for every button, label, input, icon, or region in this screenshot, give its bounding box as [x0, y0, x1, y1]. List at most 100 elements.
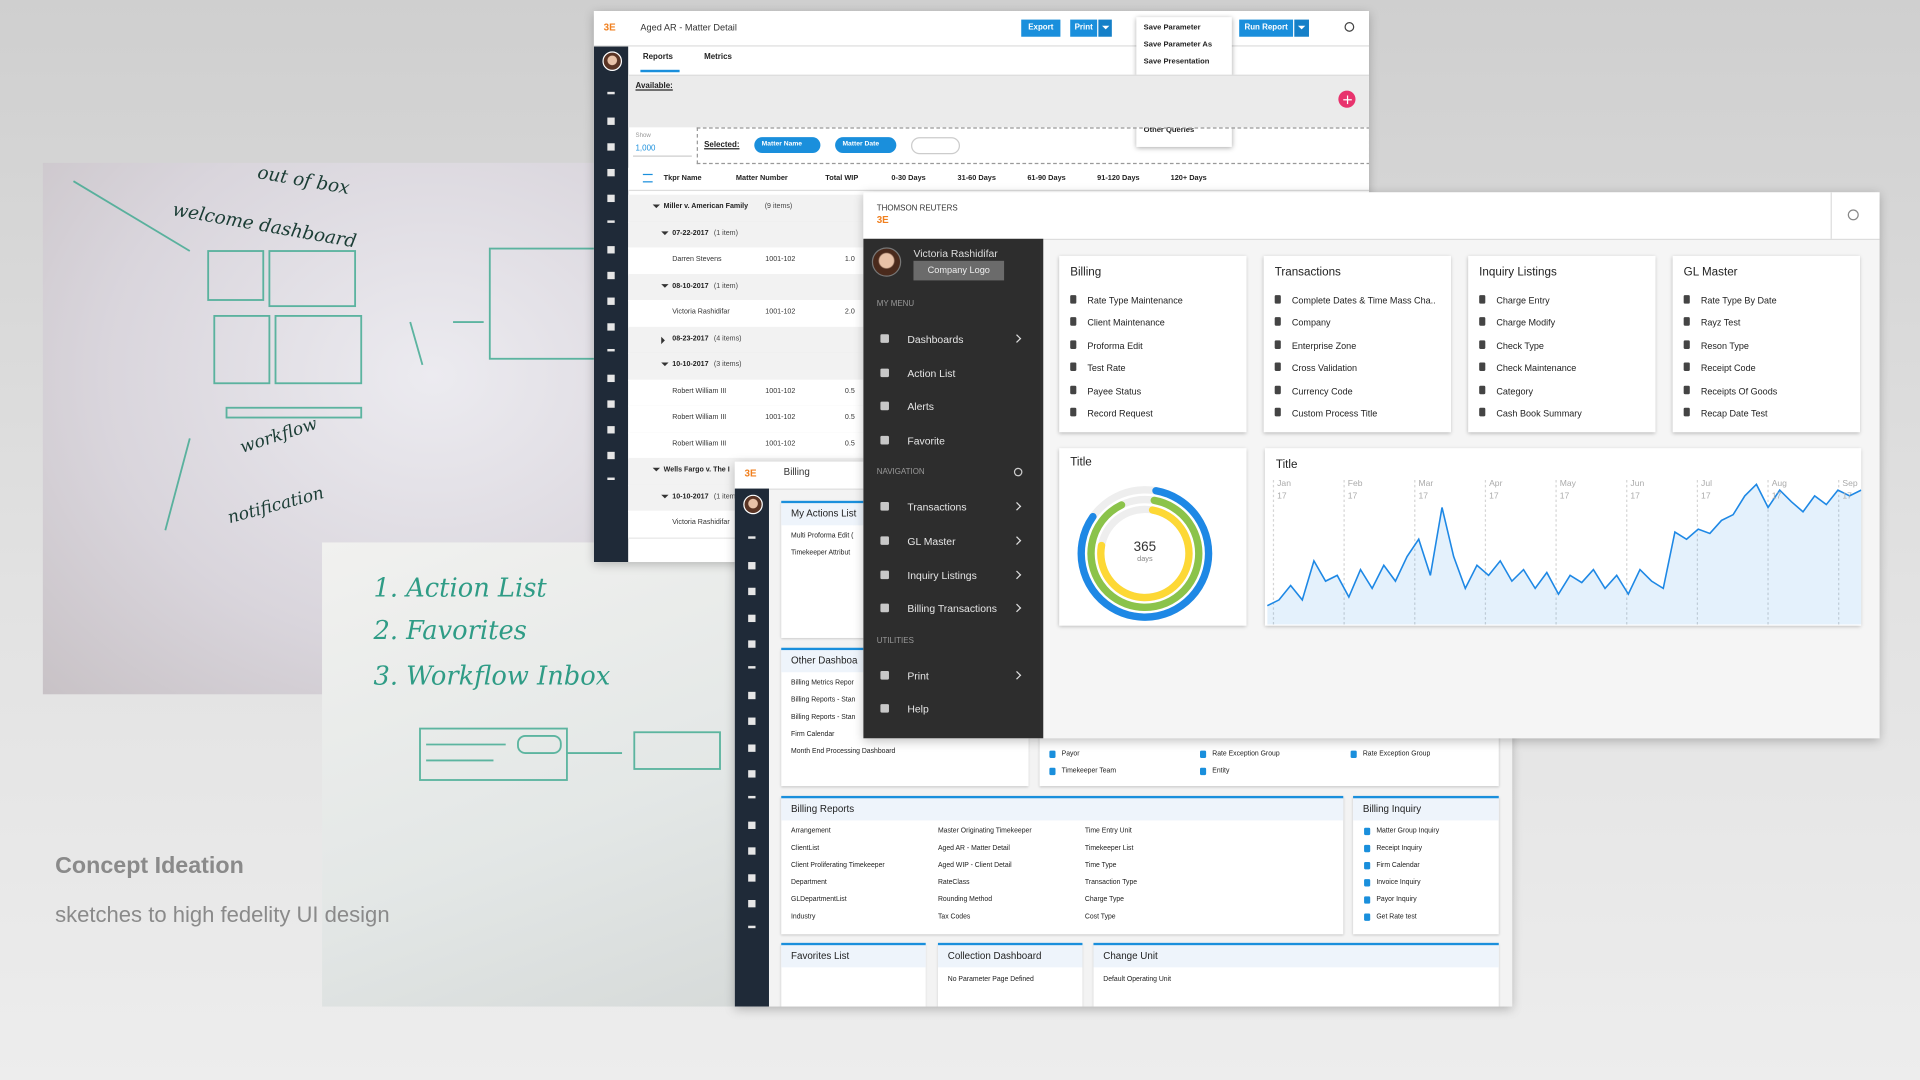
list-item[interactable]: Rate Exception Group — [1362, 750, 1431, 758]
list-item[interactable]: No Parameter Page Defined — [947, 975, 1034, 984]
card-item[interactable]: Company — [1291, 317, 1331, 329]
nav-icon[interactable] — [748, 899, 756, 908]
menu-item[interactable]: Transactions — [907, 501, 967, 514]
list-item[interactable]: Billing Reports - Stan — [791, 713, 856, 722]
list-item[interactable]: Department — [791, 879, 827, 887]
nav-icon[interactable] — [607, 477, 615, 480]
nav-icon[interactable] — [607, 246, 615, 254]
nav-icon[interactable] — [607, 400, 615, 408]
menu-item[interactable]: Alerts — [907, 400, 934, 413]
list-item[interactable]: Firm Calendar — [791, 731, 835, 739]
empty-chip[interactable] — [911, 137, 961, 155]
list-item[interactable]: Rounding Method — [937, 896, 993, 904]
card-item[interactable]: Payee Status — [1087, 385, 1142, 397]
card-item[interactable]: Complete Dates & Time Mass Cha.. — [1291, 295, 1436, 307]
menu-item[interactable]: Favorite — [907, 434, 945, 447]
search-icon[interactable] — [1847, 209, 1859, 221]
card-item[interactable]: Recap Date Test — [1700, 407, 1768, 419]
card-item[interactable]: Receipts Of Goods — [1700, 385, 1778, 397]
list-item[interactable]: Payor — [1061, 750, 1080, 758]
list-item[interactable]: Transaction Type — [1084, 879, 1138, 887]
list-item[interactable]: Matter Group Inquiry — [1376, 827, 1440, 836]
list-item[interactable]: Charge Type — [1084, 896, 1125, 904]
list-item[interactable]: Client Proliferating Timekeeper — [791, 862, 885, 870]
list-item[interactable]: Cost Type — [1084, 913, 1116, 921]
card-item[interactable]: Currency Code — [1291, 385, 1353, 397]
nav-icon[interactable] — [607, 297, 615, 305]
tab[interactable]: Reports — [642, 52, 673, 62]
menu-item[interactable]: Inquiry Listings — [907, 568, 977, 582]
card-item[interactable]: Rate Type By Date — [1700, 295, 1777, 307]
list-item[interactable]: Month End Processing Dashboard — [791, 748, 896, 756]
menu-item[interactable]: GL Master — [907, 535, 956, 548]
list-item[interactable]: Timekeeper Team — [1061, 767, 1117, 776]
nav-icon[interactable] — [607, 374, 615, 383]
nav-icon[interactable] — [748, 562, 756, 570]
nav-icon[interactable] — [607, 117, 615, 125]
print-button[interactable]: Print — [1070, 19, 1098, 37]
nav-icon[interactable] — [748, 873, 756, 882]
settings-icon[interactable] — [1013, 468, 1023, 477]
card-item[interactable]: Cash Book Summary — [1496, 407, 1582, 419]
filter-chip[interactable]: Matter Date — [835, 137, 897, 154]
run-dropdown[interactable] — [1294, 19, 1309, 37]
menu-item[interactable]: Dashboards — [907, 333, 964, 346]
list-item[interactable]: Time Entry Unit — [1084, 827, 1132, 836]
nav-icon[interactable] — [748, 925, 756, 928]
nav-icon[interactable] — [748, 795, 756, 798]
card-item[interactable]: Enterprise Zone — [1291, 340, 1357, 352]
nav-icon[interactable] — [607, 426, 615, 434]
list-item[interactable]: ClientList — [791, 844, 820, 853]
list-item[interactable]: Aged AR - Matter Detail — [937, 844, 1010, 853]
card-item[interactable]: Charge Entry — [1496, 295, 1550, 307]
list-item[interactable]: RateClass — [937, 879, 970, 887]
list-item[interactable]: Default Operating Unit — [1103, 975, 1172, 984]
card-item[interactable]: Rayz Test — [1700, 317, 1741, 329]
card-item[interactable]: Client Maintenance — [1087, 317, 1165, 329]
list-item[interactable]: Rate Exception Group — [1212, 750, 1280, 758]
nav-icon[interactable] — [607, 168, 615, 177]
card-item[interactable]: Reson Type — [1700, 340, 1749, 352]
card-item[interactable]: Category — [1496, 385, 1534, 397]
card-item[interactable]: Test Rate — [1087, 362, 1126, 374]
nav-icon[interactable] — [607, 220, 615, 223]
nav-icon[interactable] — [607, 348, 615, 351]
list-item[interactable]: Time Type — [1084, 862, 1117, 870]
export-button[interactable]: Export — [1021, 19, 1061, 37]
menu-item[interactable]: Action List — [907, 366, 956, 380]
filter-chip[interactable]: Matter Name — [754, 137, 821, 154]
nav-icon[interactable] — [748, 640, 756, 648]
card-item[interactable]: Check Type — [1496, 340, 1544, 352]
card-item[interactable]: Check Maintenance — [1496, 362, 1577, 374]
menu-item[interactable]: Help — [907, 703, 929, 716]
list-item[interactable]: Billing Reports - Stan — [791, 696, 856, 705]
nav-icon[interactable] — [748, 743, 756, 752]
menu-item[interactable]: Save Presentation — [1143, 57, 1210, 67]
list-item[interactable]: Industry — [791, 913, 816, 921]
list-item[interactable]: Entity — [1212, 767, 1230, 776]
list-item[interactable]: GLDepartmentList — [791, 896, 847, 904]
nav-icon[interactable] — [748, 536, 756, 539]
nav-icon[interactable] — [748, 821, 756, 830]
tab[interactable]: Metrics — [704, 52, 732, 62]
nav-icon[interactable] — [748, 769, 756, 778]
menu-item[interactable]: Save Parameter As — [1143, 40, 1213, 49]
print-dropdown[interactable] — [1098, 19, 1112, 37]
nav-icon[interactable] — [748, 614, 756, 622]
nav-icon[interactable] — [748, 718, 756, 726]
search-icon[interactable] — [1344, 22, 1355, 32]
filter-icon[interactable] — [642, 173, 653, 183]
card-item[interactable]: Rate Type Maintenance — [1087, 295, 1183, 307]
list-item[interactable]: Timekeeper Attribut — [791, 549, 851, 558]
card-item[interactable]: Receipt Code — [1700, 362, 1756, 374]
nav-icon[interactable] — [748, 847, 756, 856]
nav-icon[interactable] — [607, 451, 615, 460]
nav-icon[interactable] — [607, 194, 615, 203]
list-item[interactable]: Invoice Inquiry — [1376, 879, 1421, 887]
card-item[interactable]: Record Request — [1087, 407, 1153, 419]
nav-icon[interactable] — [607, 91, 615, 94]
card-item[interactable]: Custom Process Title — [1291, 407, 1378, 419]
list-item[interactable]: Billing Metrics Repor — [791, 679, 854, 687]
menu-item[interactable]: Other Queries — [1143, 126, 1195, 135]
nav-icon[interactable] — [748, 692, 756, 700]
